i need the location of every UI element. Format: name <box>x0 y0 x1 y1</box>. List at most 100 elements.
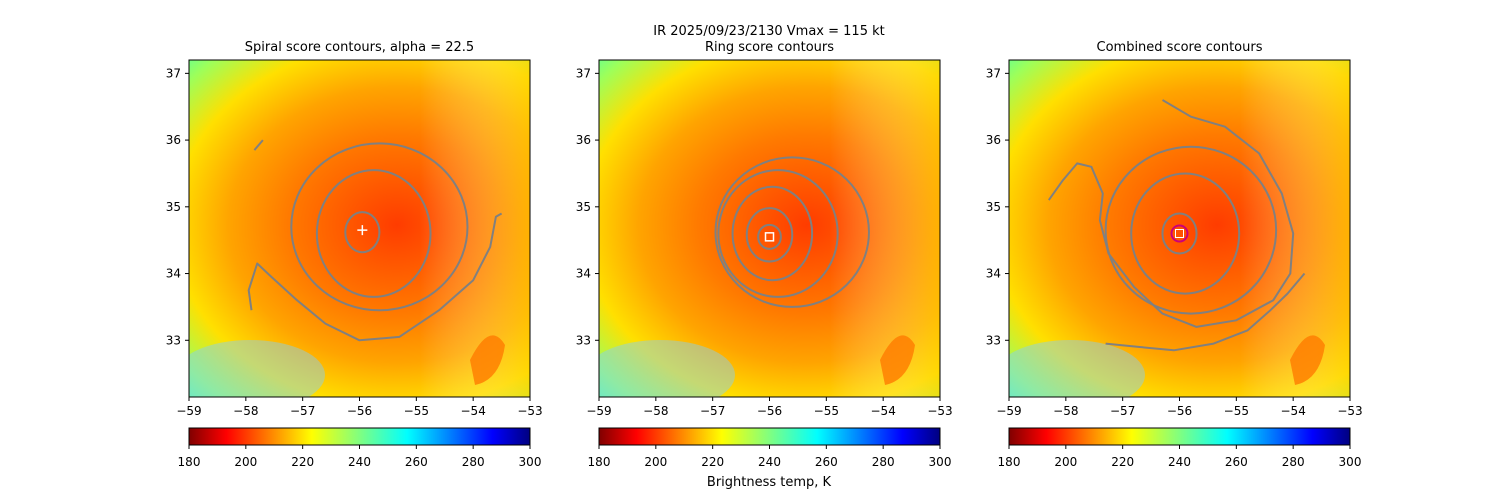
y-tick-label: 33 <box>576 333 591 347</box>
x-tick-label: −59 <box>586 404 611 418</box>
colorbar-tick-label: 240 <box>758 455 781 469</box>
x-tick-label: −53 <box>927 404 952 418</box>
x-tick-label: −56 <box>757 404 782 418</box>
y-tick-label: 34 <box>576 267 591 281</box>
colorbar: 180 200 220 240 260 280 300 <box>178 427 542 469</box>
y-tick-label: 35 <box>986 200 1001 214</box>
colorbar-tick-label: 300 <box>929 455 952 469</box>
contour-path <box>247 212 503 342</box>
x-tick-label: −58 <box>233 404 258 418</box>
ir-image <box>1009 60 1350 397</box>
x-tick-label: −57 <box>1110 404 1135 418</box>
contour-ring <box>714 156 870 308</box>
x-tick-label: −57 <box>290 404 315 418</box>
axes: −59 −58 −57 −56 −55 −54 −53 33 34 35 36 37 <box>986 66 1363 418</box>
contour-ring <box>344 211 381 254</box>
panel-combined: Combined score contours −59 −58 −57 −56 −55−… <box>986 40 1363 418</box>
colorbar-gradient <box>1008 427 1351 446</box>
contour-ring <box>290 142 469 312</box>
x-tick-label: −59 <box>996 404 1021 418</box>
x-tick-label: −56 <box>1167 404 1192 418</box>
center-marker <box>1170 224 1189 243</box>
contour-ring <box>745 207 794 263</box>
colorbar-gradient <box>598 427 941 446</box>
contour-path <box>253 139 264 151</box>
colorbar-tick-label: 300 <box>519 455 542 469</box>
colorbar-tick-label: 260 <box>405 455 428 469</box>
y-tick-label: 36 <box>576 133 591 147</box>
colorbar-tick-label: 280 <box>1282 455 1305 469</box>
colorbar-tick-label: 180 <box>588 455 611 469</box>
colorbar-tick-label: 280 <box>462 455 485 469</box>
contour-ring <box>1104 145 1278 315</box>
contour-ring <box>1130 172 1241 295</box>
colorbar-tick-label: 180 <box>998 455 1021 469</box>
center-circle <box>1170 224 1189 243</box>
x-tick-label: −58 <box>1053 404 1078 418</box>
axes: −59 −58 −57 −56 −55 −54 −53 33 34 35 36 37 <box>166 66 543 418</box>
x-tick-label: −55 <box>814 404 839 418</box>
y-tick-label: 35 <box>576 200 591 214</box>
x-tick-label: −55 <box>404 404 429 418</box>
y-tick-label: 35 <box>166 200 181 214</box>
center-square <box>764 232 775 242</box>
colorbar-tick-label: 200 <box>1054 455 1077 469</box>
y-tick-label: 34 <box>166 267 181 281</box>
colorbar: 180 200 220 240 260 280 300 <box>998 427 1362 469</box>
contour-group <box>247 139 503 342</box>
y-tick-label: 34 <box>986 267 1001 281</box>
colorbar-tick-label: 220 <box>1111 455 1134 469</box>
y-tick-label: 37 <box>576 66 591 80</box>
y-tick-label: 33 <box>986 333 1001 347</box>
x-tick-label: −57 <box>700 404 725 418</box>
panel-spiral: Spiral score contours, alpha = 22.5 −59−… <box>166 40 543 418</box>
contour-ring <box>1161 212 1198 255</box>
contour-group <box>1047 99 1306 352</box>
contour-group <box>714 156 870 308</box>
colorbar-tick-label: 260 <box>1225 455 1248 469</box>
colorbar-label: Brightness temp, K <box>707 475 832 490</box>
contour-ring <box>315 169 432 298</box>
y-tick-label: 36 <box>986 133 1001 147</box>
axes: −59 −58 −57 −56 −55 −54 −53 33 34 35 36 37 <box>576 66 953 418</box>
y-tick-label: 37 <box>166 66 181 80</box>
colorbar-tick-label: 200 <box>644 455 667 469</box>
contour-ring <box>731 185 814 282</box>
center-marker <box>357 225 368 236</box>
colorbar-tick-label: 280 <box>872 455 895 469</box>
x-tick-label: −56 <box>347 404 372 418</box>
y-tick-label: 33 <box>166 333 181 347</box>
colorbar-tick-label: 220 <box>701 455 724 469</box>
x-tick-label: −54 <box>871 404 896 418</box>
colorbar-gradient <box>188 427 531 446</box>
colorbar-tick-label: 260 <box>815 455 838 469</box>
contour-ring <box>757 223 782 250</box>
y-tick-label: 36 <box>166 133 181 147</box>
figure-suptitle: IR 2025/09/23/2130 Vmax = 115 kt <box>653 24 884 39</box>
x-tick-label: −53 <box>517 404 542 418</box>
center-marker <box>764 232 775 242</box>
panel-title: Spiral score contours, alpha = 22.5 <box>245 40 474 55</box>
x-tick-label: −54 <box>461 404 486 418</box>
x-tick-label: −58 <box>643 404 668 418</box>
y-tick-label: 37 <box>986 66 1001 80</box>
center-square <box>1175 229 1184 239</box>
center-plus <box>357 225 368 236</box>
colorbar-tick-label: 240 <box>1168 455 1191 469</box>
x-tick-label: −54 <box>1281 404 1306 418</box>
x-tick-label: −59 <box>176 404 201 418</box>
panel-title: Combined score contours <box>1097 40 1263 55</box>
ir-image <box>189 60 530 397</box>
colorbar: 180 200 220 240 260 280 300 <box>588 427 952 469</box>
ir-image <box>599 60 940 397</box>
contour-path <box>1105 272 1306 352</box>
colorbar-tick-label: 240 <box>348 455 371 469</box>
x-tick-label: −55 <box>1224 404 1249 418</box>
contour-path <box>1047 99 1295 328</box>
x-tick-label: −53 <box>1337 404 1362 418</box>
colorbar-tick-label: 180 <box>178 455 201 469</box>
colorbar-tick-label: 220 <box>291 455 314 469</box>
panel-title: Ring score contours <box>705 40 834 55</box>
colorbar-tick-label: 300 <box>1339 455 1362 469</box>
